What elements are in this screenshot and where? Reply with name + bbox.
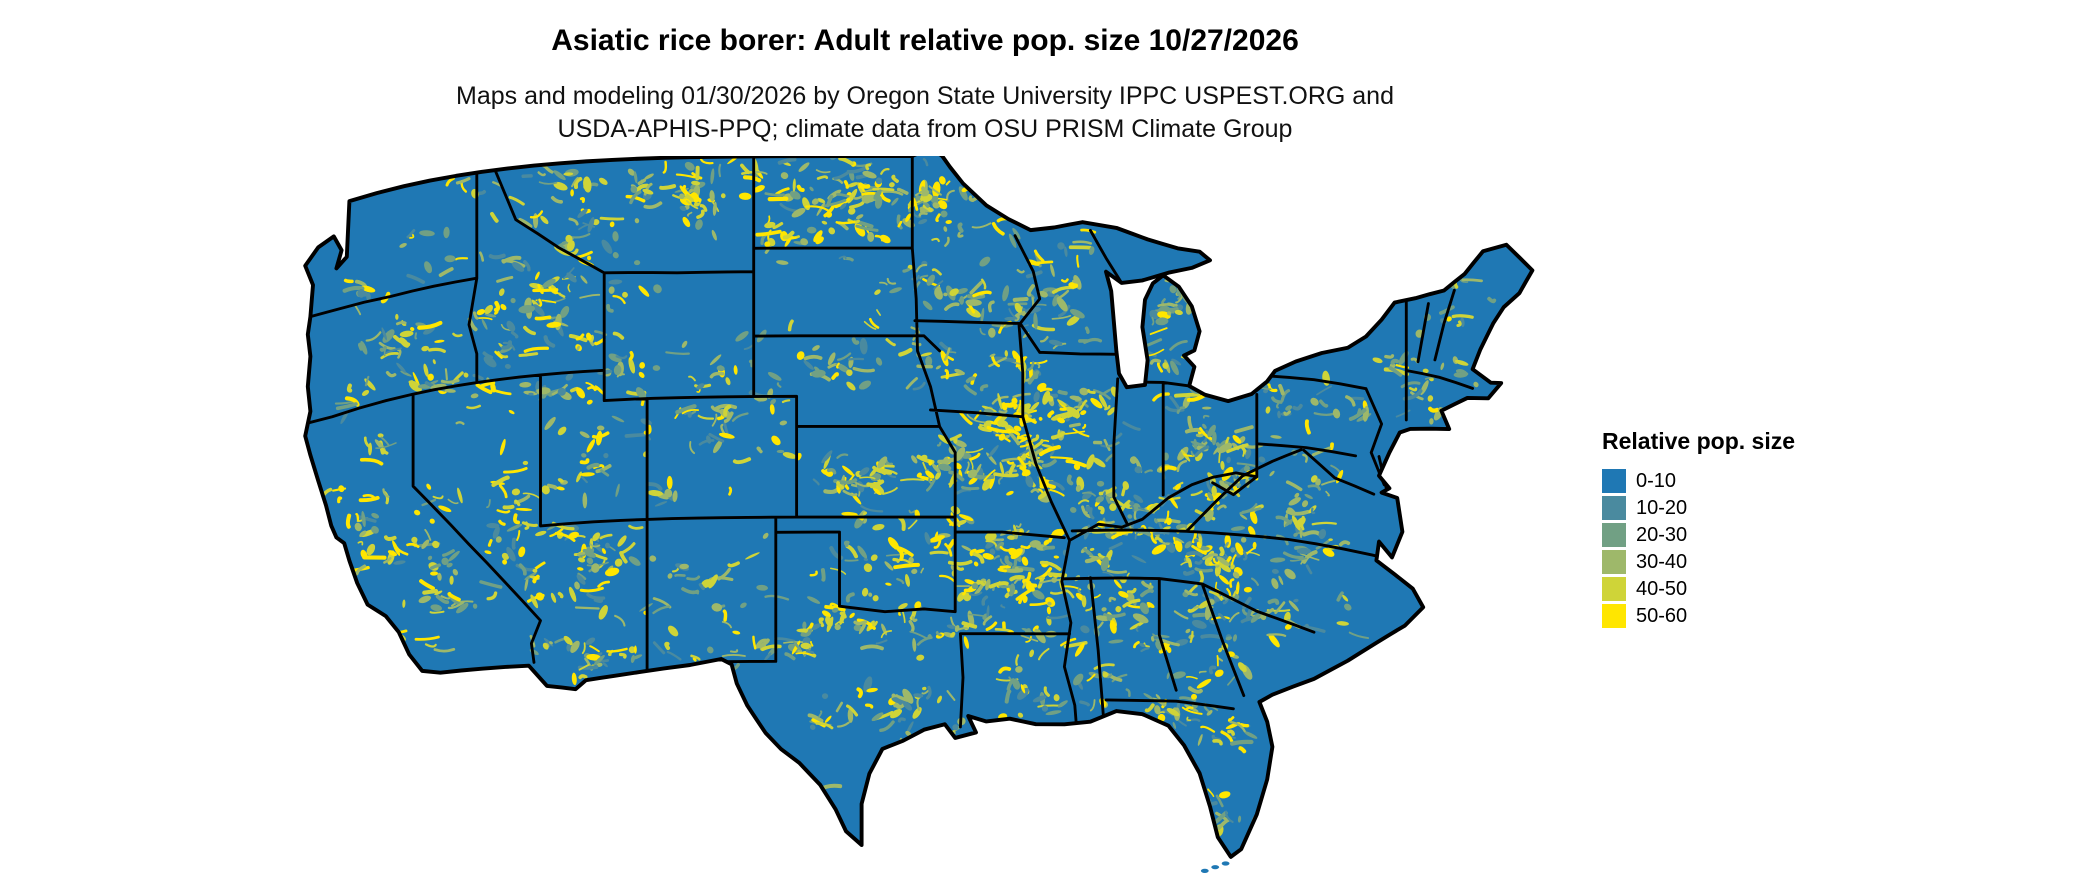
legend-item: 0-10: [1602, 467, 1795, 494]
legend-item: 40-50: [1602, 575, 1795, 602]
us-map: [274, 156, 1574, 888]
map-title: Asiatic rice borer: Adult relative pop. …: [551, 24, 1299, 57]
map-subtitle-line1: Maps and modeling 01/30/2026 by Oregon S…: [456, 82, 1394, 110]
us-map-svg: [303, 156, 1535, 873]
legend-label: 10-20: [1636, 496, 1688, 519]
state-borders: [305, 156, 1475, 729]
legend-swatch: [1602, 576, 1626, 601]
population-raster: [320, 156, 1529, 857]
legend-swatch: [1602, 549, 1626, 574]
legend-swatch: [1602, 495, 1626, 520]
legend-item: 10-20: [1602, 494, 1795, 521]
map-subtitle-line2: USDA-APHIS-PPQ; climate data from OSU PR…: [557, 115, 1293, 143]
legend-label: 50-60: [1636, 604, 1688, 627]
legend-item: 30-40: [1602, 548, 1795, 575]
florida-keys: [1200, 868, 1209, 873]
legend-swatch: [1602, 468, 1626, 493]
legend: Relative pop. size 0-10 10-20 20-30 30-40 40…: [1602, 428, 1795, 629]
legend-swatch: [1602, 522, 1626, 547]
legend-label: 0-10: [1636, 469, 1677, 492]
florida-keys: [1221, 861, 1230, 866]
florida-keys: [1211, 865, 1220, 870]
legend-label: 30-40: [1636, 550, 1688, 573]
legend-label: 40-50: [1636, 577, 1688, 600]
legend-swatch: [1602, 603, 1626, 628]
us-landmass: [305, 156, 1533, 857]
legend-item: 20-30: [1602, 521, 1795, 548]
us-coastline: [303, 156, 1535, 859]
legend-item: 50-60: [1602, 602, 1795, 629]
legend-label: 20-30: [1636, 523, 1688, 546]
legend-title: Relative pop. size: [1602, 428, 1796, 454]
legend-items: 0-10 10-20 20-30 30-40 40-50 50-60: [1602, 467, 1795, 629]
